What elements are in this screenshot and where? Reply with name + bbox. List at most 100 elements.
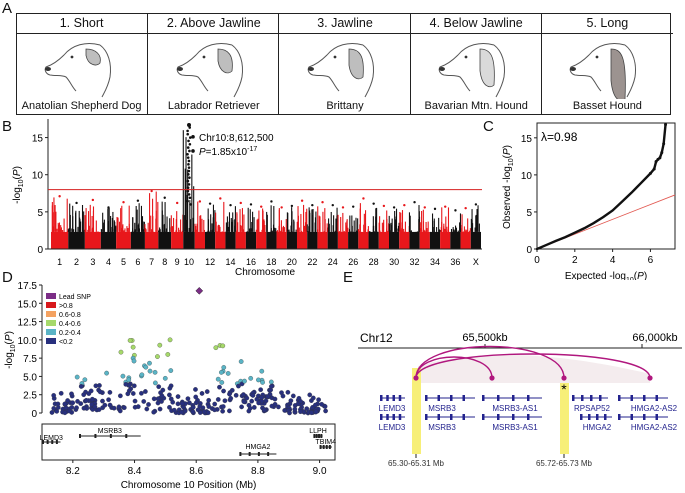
ear-category-3: 3. Jawline Brittany <box>278 13 411 115</box>
annotation-snp-label: Chr10:8,612,500 <box>199 133 274 144</box>
arc-anchor <box>413 375 419 381</box>
x-tick-label: 8.2 <box>66 466 80 477</box>
coordinate-label-1: 65,500kb <box>462 332 507 344</box>
chromosome-tick-label: 24 <box>328 257 338 267</box>
interaction-arc-1 <box>415 356 493 379</box>
gene-label: MSRB3 <box>428 423 456 432</box>
chromosome-9-points <box>170 201 184 249</box>
chromosome-38-points <box>470 203 481 249</box>
coordinate-label-2: 66,000kb <box>632 332 677 344</box>
gene-label: LEMD3 <box>379 423 406 432</box>
lead-snp-marker <box>195 286 204 295</box>
y-tick-label: 17.5 <box>18 281 38 292</box>
y-tick-label: 10.0 <box>18 336 38 347</box>
legend-label: <0.2 <box>59 339 73 346</box>
gene-label-lemd3: LEMD3 <box>40 435 63 442</box>
chromosome-20-points <box>286 204 298 249</box>
chromosome-10-points <box>182 123 195 249</box>
gene-label: HMGA2-AS2 <box>631 423 678 432</box>
chromosome-tick-label: X <box>473 257 479 267</box>
x-tick-label: 8.8 <box>251 466 265 477</box>
chromosome-tick-label: 3 <box>90 257 95 267</box>
y-tick-label: 10 <box>521 171 533 182</box>
y-tick-label: 15 <box>32 134 44 145</box>
panel-label-a: A <box>2 0 13 17</box>
chromosome-23-points <box>317 201 329 249</box>
chromosome-7-points <box>144 189 159 249</box>
lambda-value: λ=0.98 <box>541 130 578 144</box>
ear-category-title: 5. Long <box>541 13 673 34</box>
ear-length-table-border <box>16 13 671 115</box>
chromosome-37-points <box>460 206 472 249</box>
legend-swatch <box>46 293 56 299</box>
ear-category-title: 1. Short <box>16 13 148 34</box>
chromosome-33-points <box>419 206 430 249</box>
y-axis-label: -log10(P) <box>4 331 17 369</box>
annotation-bullet <box>191 149 195 153</box>
y-tick-label: 0 <box>31 409 37 420</box>
short-ear-dog-icon <box>44 42 111 98</box>
qq-point <box>648 171 652 175</box>
y-tick-label: 10 <box>32 171 44 182</box>
gene-label: HMGA2 <box>583 423 612 432</box>
chromosome-28-points <box>368 202 379 249</box>
arc-anchor <box>561 375 567 381</box>
chromosome-25-points <box>337 206 349 249</box>
chromosome-30-points <box>388 206 400 249</box>
legend-label: 0.6-0.8 <box>59 312 81 319</box>
ear-category-title: 3. Jawline <box>279 13 411 34</box>
y-tick-label: 15 <box>521 134 533 145</box>
chromosome-3-points <box>84 198 101 249</box>
chromosome-tick-label: 8 <box>162 257 167 267</box>
chromosome-16-points <box>245 203 257 249</box>
gene-label-tbim4: TBIM4 <box>315 439 336 446</box>
chromosome-35-points <box>440 205 451 249</box>
genomic-interaction-panel: Chr12 65,500kb 66,000kb * LEMD3 MSRB3 MSRB3-AS… <box>358 331 682 468</box>
chromosome-8-points <box>157 196 172 249</box>
bavarian-hound-icon <box>438 42 506 98</box>
chromosome-label: Chr12 <box>360 331 393 345</box>
chromosome-26-points <box>348 205 359 249</box>
breed-name: Labrador Retriever <box>167 100 260 112</box>
y-axis-label: Observed -log10(P) <box>502 145 515 229</box>
chromosome-15-points <box>235 201 246 249</box>
breed-name: Bavarian Mtn. Hound <box>424 100 528 112</box>
qq-point <box>652 167 656 171</box>
ear-category-5: 5. Long Basset Hound <box>540 13 673 115</box>
y-tick-label: 15.0 <box>18 299 38 310</box>
legend-swatch <box>46 329 56 335</box>
x-tick-label: 8.4 <box>128 466 142 477</box>
chromosome-1-points <box>51 195 69 249</box>
interaction-arc-2 <box>415 345 565 379</box>
annotation-p-value: P=1.85x10-17 <box>199 146 257 158</box>
chromosome-tick-label: 6 <box>135 257 140 267</box>
x-axis-label: Chromosome <box>235 267 295 278</box>
chromosome-tick-label: 5 <box>121 257 126 267</box>
breed-name: Basset Hound <box>572 100 642 112</box>
chromosome-tick-label: 10 <box>184 257 194 267</box>
chromosome-tick-label: 36 <box>450 257 460 267</box>
chromosome-24-points <box>327 203 338 249</box>
highlight-region-1 <box>412 368 421 454</box>
chromosome-21-points <box>296 199 308 249</box>
arc-anchor <box>647 375 653 381</box>
brittany-dog-icon <box>307 42 374 98</box>
variant-star: * <box>561 381 567 397</box>
x-tick-label: 8.6 <box>189 466 203 477</box>
y-axis-label: -log10(P) <box>12 166 25 204</box>
chromosome-36-points <box>450 209 462 249</box>
region-label-2: 65.72-65.73 Mb <box>536 459 593 468</box>
chromosome-tick-label: 4 <box>106 257 111 267</box>
chromosome-tick-label: 16 <box>246 257 256 267</box>
chromosome-tick-label: 22 <box>307 257 317 267</box>
chromosome-tick-label: 30 <box>389 257 399 267</box>
legend-swatch <box>46 311 56 317</box>
chromosome-22-points <box>306 203 318 249</box>
legend-swatch <box>46 320 56 326</box>
y-tick-label: 7.5 <box>23 354 37 365</box>
chromosome-11-points <box>194 200 206 249</box>
qq-point <box>658 156 662 160</box>
chromosome-32-points <box>408 201 421 249</box>
x-tick-label: 0 <box>534 255 540 266</box>
regional-association-plot: 0 2.5 5.0 7.5 10.0 12.5 15.0 17.5 -log10(P) Lead … <box>4 281 336 491</box>
